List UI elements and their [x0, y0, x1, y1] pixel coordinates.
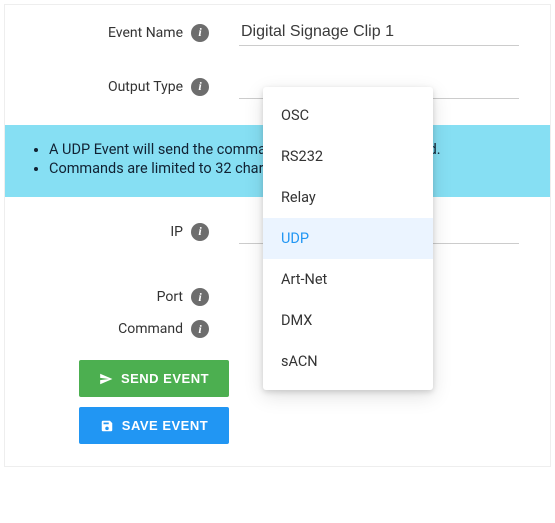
info-icon[interactable]: i	[191, 78, 209, 96]
label-output-type-text: Output Type	[108, 79, 183, 95]
row-event-name: Event Name i	[19, 19, 536, 46]
label-command: Command i	[19, 320, 219, 338]
info-icon[interactable]: i	[191, 24, 209, 42]
save-icon	[100, 419, 114, 433]
dropdown-option-osc[interactable]: OSC	[263, 95, 433, 136]
label-event-name: Event Name i	[19, 24, 219, 42]
event-name-input[interactable]	[239, 19, 519, 46]
button-group: SEND EVENT SAVE EVENT	[79, 360, 229, 444]
dropdown-option-dmx[interactable]: DMX	[263, 300, 433, 341]
label-port: Port i	[19, 288, 219, 306]
label-event-name-text: Event Name	[108, 25, 183, 41]
send-event-label: SEND EVENT	[121, 371, 209, 386]
dropdown-option-art-net[interactable]: Art-Net	[263, 259, 433, 300]
event-config-panel: Event Name i Output Type i A UDP Event w…	[4, 4, 551, 467]
label-command-text: Command	[118, 321, 183, 337]
label-ip-text: IP	[170, 224, 183, 240]
dropdown-option-udp[interactable]: UDP	[263, 218, 433, 259]
label-port-text: Port	[157, 289, 183, 305]
save-event-label: SAVE EVENT	[122, 418, 208, 433]
field-event-name	[219, 19, 536, 46]
save-event-button[interactable]: SAVE EVENT	[79, 407, 229, 444]
send-event-button[interactable]: SEND EVENT	[79, 360, 229, 397]
info-icon[interactable]: i	[191, 320, 209, 338]
output-type-dropdown[interactable]: OSCRS232RelayUDPArt-NetDMXsACN	[263, 87, 433, 390]
info-icon[interactable]: i	[191, 223, 209, 241]
dropdown-option-sacn[interactable]: sACN	[263, 341, 433, 382]
label-output-type: Output Type i	[19, 78, 219, 96]
send-icon	[99, 372, 113, 386]
dropdown-option-relay[interactable]: Relay	[263, 177, 433, 218]
label-ip: IP i	[19, 223, 219, 241]
dropdown-option-rs232[interactable]: RS232	[263, 136, 433, 177]
info-icon[interactable]: i	[191, 288, 209, 306]
